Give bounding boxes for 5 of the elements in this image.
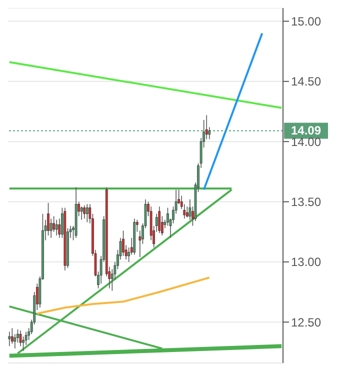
y-tick-label: 14.50 (291, 74, 322, 89)
y-tick-label: 15.00 (291, 14, 322, 28)
y-tick-label: 13.50 (291, 195, 322, 210)
y-tick-label: 13.00 (291, 255, 322, 270)
y-tick-label: 12.50 (291, 315, 322, 330)
